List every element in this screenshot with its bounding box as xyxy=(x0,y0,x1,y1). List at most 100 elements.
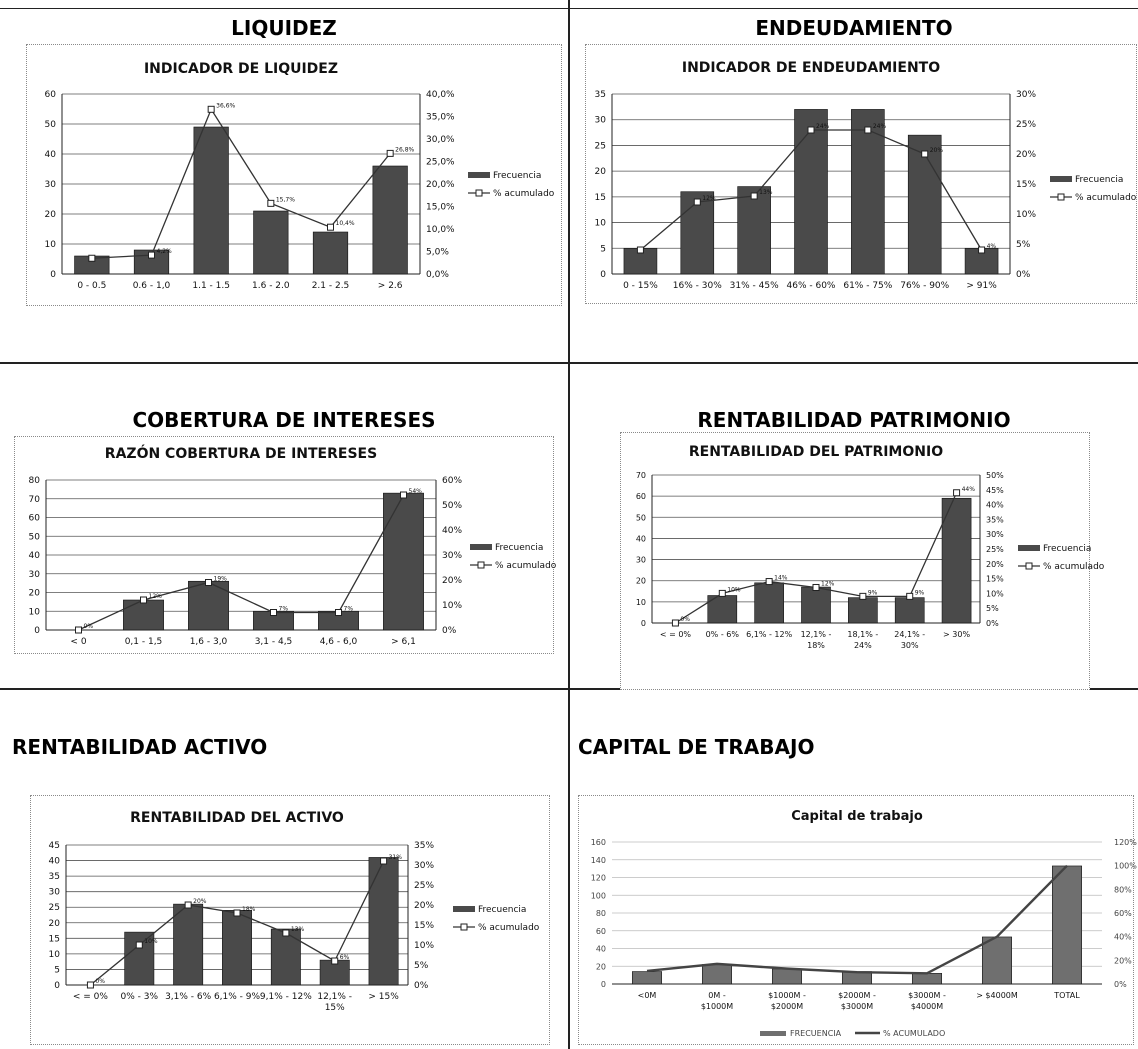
chart-endeudamiento-y2tick-label: 15% xyxy=(1016,180,1036,190)
chart-endeudamiento-line-marker xyxy=(921,150,929,158)
chart-liquidez-ytick-label: 50 xyxy=(45,120,57,130)
chart-activo-ytick-label: 10 xyxy=(49,950,61,960)
chart-liquidez-line-marker xyxy=(88,254,96,262)
chart-capital-category-label: $3000M xyxy=(841,1002,873,1011)
chart-patrimonio-line-marker xyxy=(765,578,773,586)
chart-patrimonio-bar xyxy=(848,597,878,624)
chart-liquidez-y2tick-label: 20,0% xyxy=(426,180,455,190)
chart-patrimonio-ytick-label: 50 xyxy=(636,513,646,522)
chart-activo-category-label: > 15% xyxy=(368,992,399,1002)
chart-liquidez-bar xyxy=(312,231,349,275)
chart-activo-line-marker xyxy=(184,901,192,909)
chart-patrimonio-category-label: > 30% xyxy=(943,630,970,639)
chart-capital-category-label: $2000M xyxy=(771,1002,803,1011)
chart-endeudamiento-ytick-label: 5 xyxy=(600,244,606,254)
chart-capital-ytick-label: 80 xyxy=(596,909,606,918)
chart-capital-y2tick-label: 80% xyxy=(1114,885,1132,894)
chart-endeudamiento-ytick-label: 25 xyxy=(595,141,606,151)
chart-endeudamiento-ytick-label: 0 xyxy=(600,270,606,280)
chart-activo-line-marker xyxy=(282,929,290,937)
chart-endeudamiento-point-label: 13% xyxy=(759,189,773,196)
chart-cobertura-bar xyxy=(123,599,164,631)
chart-capital-bar xyxy=(771,968,802,985)
chart-cobertura-point-label: 7% xyxy=(279,606,289,613)
chart-patrimonio-legend-line-marker xyxy=(1025,562,1033,570)
chart-cobertura-category-label: 1,6 - 3,0 xyxy=(190,637,228,647)
chart-liquidez-title: INDICADOR DE LIQUIDEZ xyxy=(144,61,338,77)
chart-endeudamiento-point-label: 24% xyxy=(816,123,830,130)
chart-patrimonio-category-label: 24,1% - xyxy=(894,630,925,639)
chart-endeudamiento-category-label: 16% - 30% xyxy=(673,281,722,291)
chart-endeudamiento-bar xyxy=(737,186,771,275)
chart-patrimonio-point-label: 14% xyxy=(774,575,788,582)
chart-activo-point-label: 13% xyxy=(291,926,305,933)
chart-patrimonio-point-label: 44% xyxy=(962,486,976,493)
chart-activo-point-label: 10% xyxy=(144,938,158,945)
chart-activo-legend-bar-label: Frecuencia xyxy=(478,905,526,915)
chart-activo-ytick-label: 40 xyxy=(49,857,61,867)
chart-endeudamiento-ytick-label: 10 xyxy=(595,219,607,229)
chart-activo-category-label: 0% - 3% xyxy=(121,992,159,1002)
chart-patrimonio-line-marker xyxy=(859,592,867,600)
chart-capital-y2tick-label: 20% xyxy=(1114,956,1132,965)
chart-capital-title: Capital de trabajo xyxy=(791,809,923,824)
chart-activo-ytick-label: 20 xyxy=(49,919,61,929)
chart-capital-ytick-label: 100 xyxy=(591,891,606,900)
chart-patrimonio-ytick-label: 30 xyxy=(636,556,646,565)
section-title-endeudamiento: ENDEUDAMIENTO xyxy=(755,16,953,40)
chart-liquidez-category-label: 1.6 - 2.0 xyxy=(252,281,290,291)
chart-patrimonio-y2tick-label: 45% xyxy=(986,486,1004,495)
chart-patrimonio-category-label: 0% - 6% xyxy=(706,630,740,639)
chart-activo-line-marker xyxy=(86,981,94,989)
chart-capital-category-label: $3000M - xyxy=(908,991,946,1000)
chart-liquidez-ytick-label: 60 xyxy=(45,90,57,100)
chart-endeudamiento-y2tick-label: 20% xyxy=(1016,150,1036,160)
chart-endeudamiento-legend-bar-swatch xyxy=(1050,176,1072,182)
chart-activo-y2tick-label: 5% xyxy=(414,961,429,971)
chart-cobertura-category-label: 0,1 - 1,5 xyxy=(125,637,163,647)
section-title-liquidez: LIQUIDEZ xyxy=(231,16,337,40)
chart-patrimonio-point-label: 10% xyxy=(727,586,741,593)
chart-liquidez-point-label: 4,2% xyxy=(157,248,173,255)
chart-patrimonio-ytick-label: 20 xyxy=(636,577,646,586)
chart-cobertura-line-marker xyxy=(335,609,342,616)
chart-endeudamiento-y2tick-label: 30% xyxy=(1016,90,1036,100)
section-title-cobertura: COBERTURA DE INTERESES xyxy=(132,408,436,432)
chart-liquidez-y2tick-label: 10,0% xyxy=(426,225,455,235)
chart-activo-category-label: 3,1% - 6% xyxy=(165,992,212,1002)
chart-patrimonio-legend-line-label: % acumulado xyxy=(1043,562,1105,572)
section-title-patrimonio: RENTABILIDAD PATRIMONIO xyxy=(697,408,1011,432)
chart-cobertura-y2tick-label: 0% xyxy=(442,626,457,636)
chart-activo-bar xyxy=(173,903,204,986)
chart-capital-y2tick-label: 0% xyxy=(1114,980,1127,989)
chart-endeudamiento-point-label: 20% xyxy=(930,147,944,154)
chart-liquidez-bar xyxy=(372,165,408,275)
chart-cobertura-ytick-label: 20 xyxy=(29,589,41,599)
divider-row2 xyxy=(0,688,1138,690)
chart-activo-title: RENTABILIDAD DEL ACTIVO xyxy=(130,810,344,826)
chart-liquidez-category-label: > 2.6 xyxy=(378,281,403,291)
chart-capital-y2tick-label: 60% xyxy=(1114,909,1132,918)
chart-patrimonio-point-label: 0% xyxy=(680,616,690,623)
chart-activo-y2tick-label: 25% xyxy=(414,881,434,891)
chart-cobertura-point-label: 7% xyxy=(344,606,354,613)
chart-activo-legend-bar-swatch xyxy=(453,906,475,912)
chart-endeudamiento-legend-line-label: % acumulado xyxy=(1075,193,1137,203)
chart-liquidez-legend-bar-swatch xyxy=(468,172,490,178)
chart-capital-ytick-label: 40 xyxy=(596,945,606,954)
chart-activo-point-label: 31% xyxy=(389,854,403,861)
chart-cobertura-legend-line-marker xyxy=(477,561,485,569)
chart-capital-y2tick-label: 100% xyxy=(1114,862,1137,871)
chart-capital-category-label: 0M - xyxy=(708,991,726,1000)
chart-cobertura-y2tick-label: 50% xyxy=(442,501,462,511)
chart-liquidez-category-label: 0 - 0.5 xyxy=(77,281,106,291)
chart-liquidez-category-label: 1.1 - 1.5 xyxy=(192,281,230,291)
chart-activo-y2tick-label: 15% xyxy=(414,921,434,931)
chart-patrimonio-y2tick-label: 30% xyxy=(986,530,1004,539)
chart-cobertura-category-label: 3,1 - 4,5 xyxy=(255,637,293,647)
chart-activo-y2tick-label: 20% xyxy=(414,901,434,911)
chart-activo-bar xyxy=(222,910,252,986)
chart-patrimonio-bar xyxy=(801,586,831,624)
chart-cobertura-line-marker xyxy=(75,626,82,634)
